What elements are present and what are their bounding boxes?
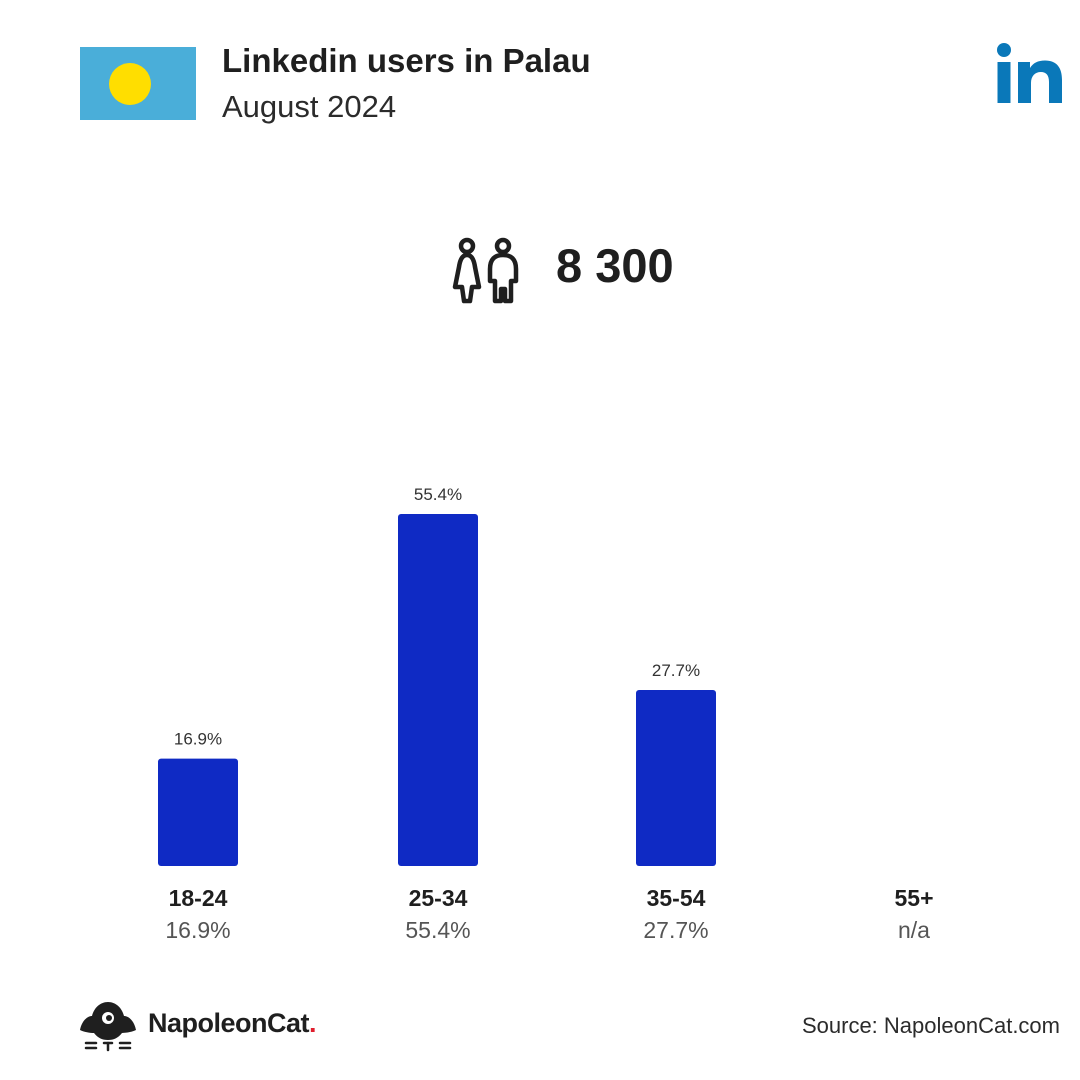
napoleoncat-logo-icon bbox=[80, 1002, 136, 1052]
source-credit: Source: NapoleonCat.com bbox=[801, 1013, 1060, 1038]
page-title: Linkedin users in Palau bbox=[222, 42, 591, 79]
category-value-55+: n/a bbox=[898, 917, 930, 943]
category-label-55+: 55+ bbox=[894, 885, 933, 911]
bar-value-label-35-54: 27.7% bbox=[652, 661, 700, 680]
brand-dot: . bbox=[309, 1008, 317, 1038]
category-value-35-54: 27.7% bbox=[643, 917, 708, 943]
category-value-18-24: 16.9% bbox=[165, 917, 230, 943]
category-label-35-54: 35-54 bbox=[647, 885, 706, 911]
palau-flag bbox=[80, 47, 196, 120]
category-label-18-24: 18-24 bbox=[169, 885, 228, 911]
brand-name-text: NapoleonCat bbox=[148, 1008, 310, 1038]
bar-value-label-25-34: 55.4% bbox=[414, 485, 462, 504]
bar-value-label-18-24: 16.9% bbox=[174, 730, 222, 749]
category-label-25-34: 25-34 bbox=[409, 885, 468, 911]
bar-25-34 bbox=[398, 514, 478, 866]
bar-35-54 bbox=[636, 690, 716, 866]
bar-18-24 bbox=[158, 758, 238, 866]
users-icon bbox=[452, 237, 519, 304]
linkedin-logo-icon bbox=[997, 43, 1062, 103]
age-distribution-chart: 16.9% 18-24 16.9% 55.4% 25-34 55.4% 27.7% 35-54… bbox=[158, 485, 934, 943]
category-value-25-34: 55.4% bbox=[405, 917, 470, 943]
brand-name: NapoleonCat. bbox=[148, 1008, 317, 1039]
page-subtitle: August 2024 bbox=[222, 89, 397, 124]
flag-sun bbox=[109, 63, 151, 105]
total-users-value: 8 300 bbox=[556, 239, 674, 292]
